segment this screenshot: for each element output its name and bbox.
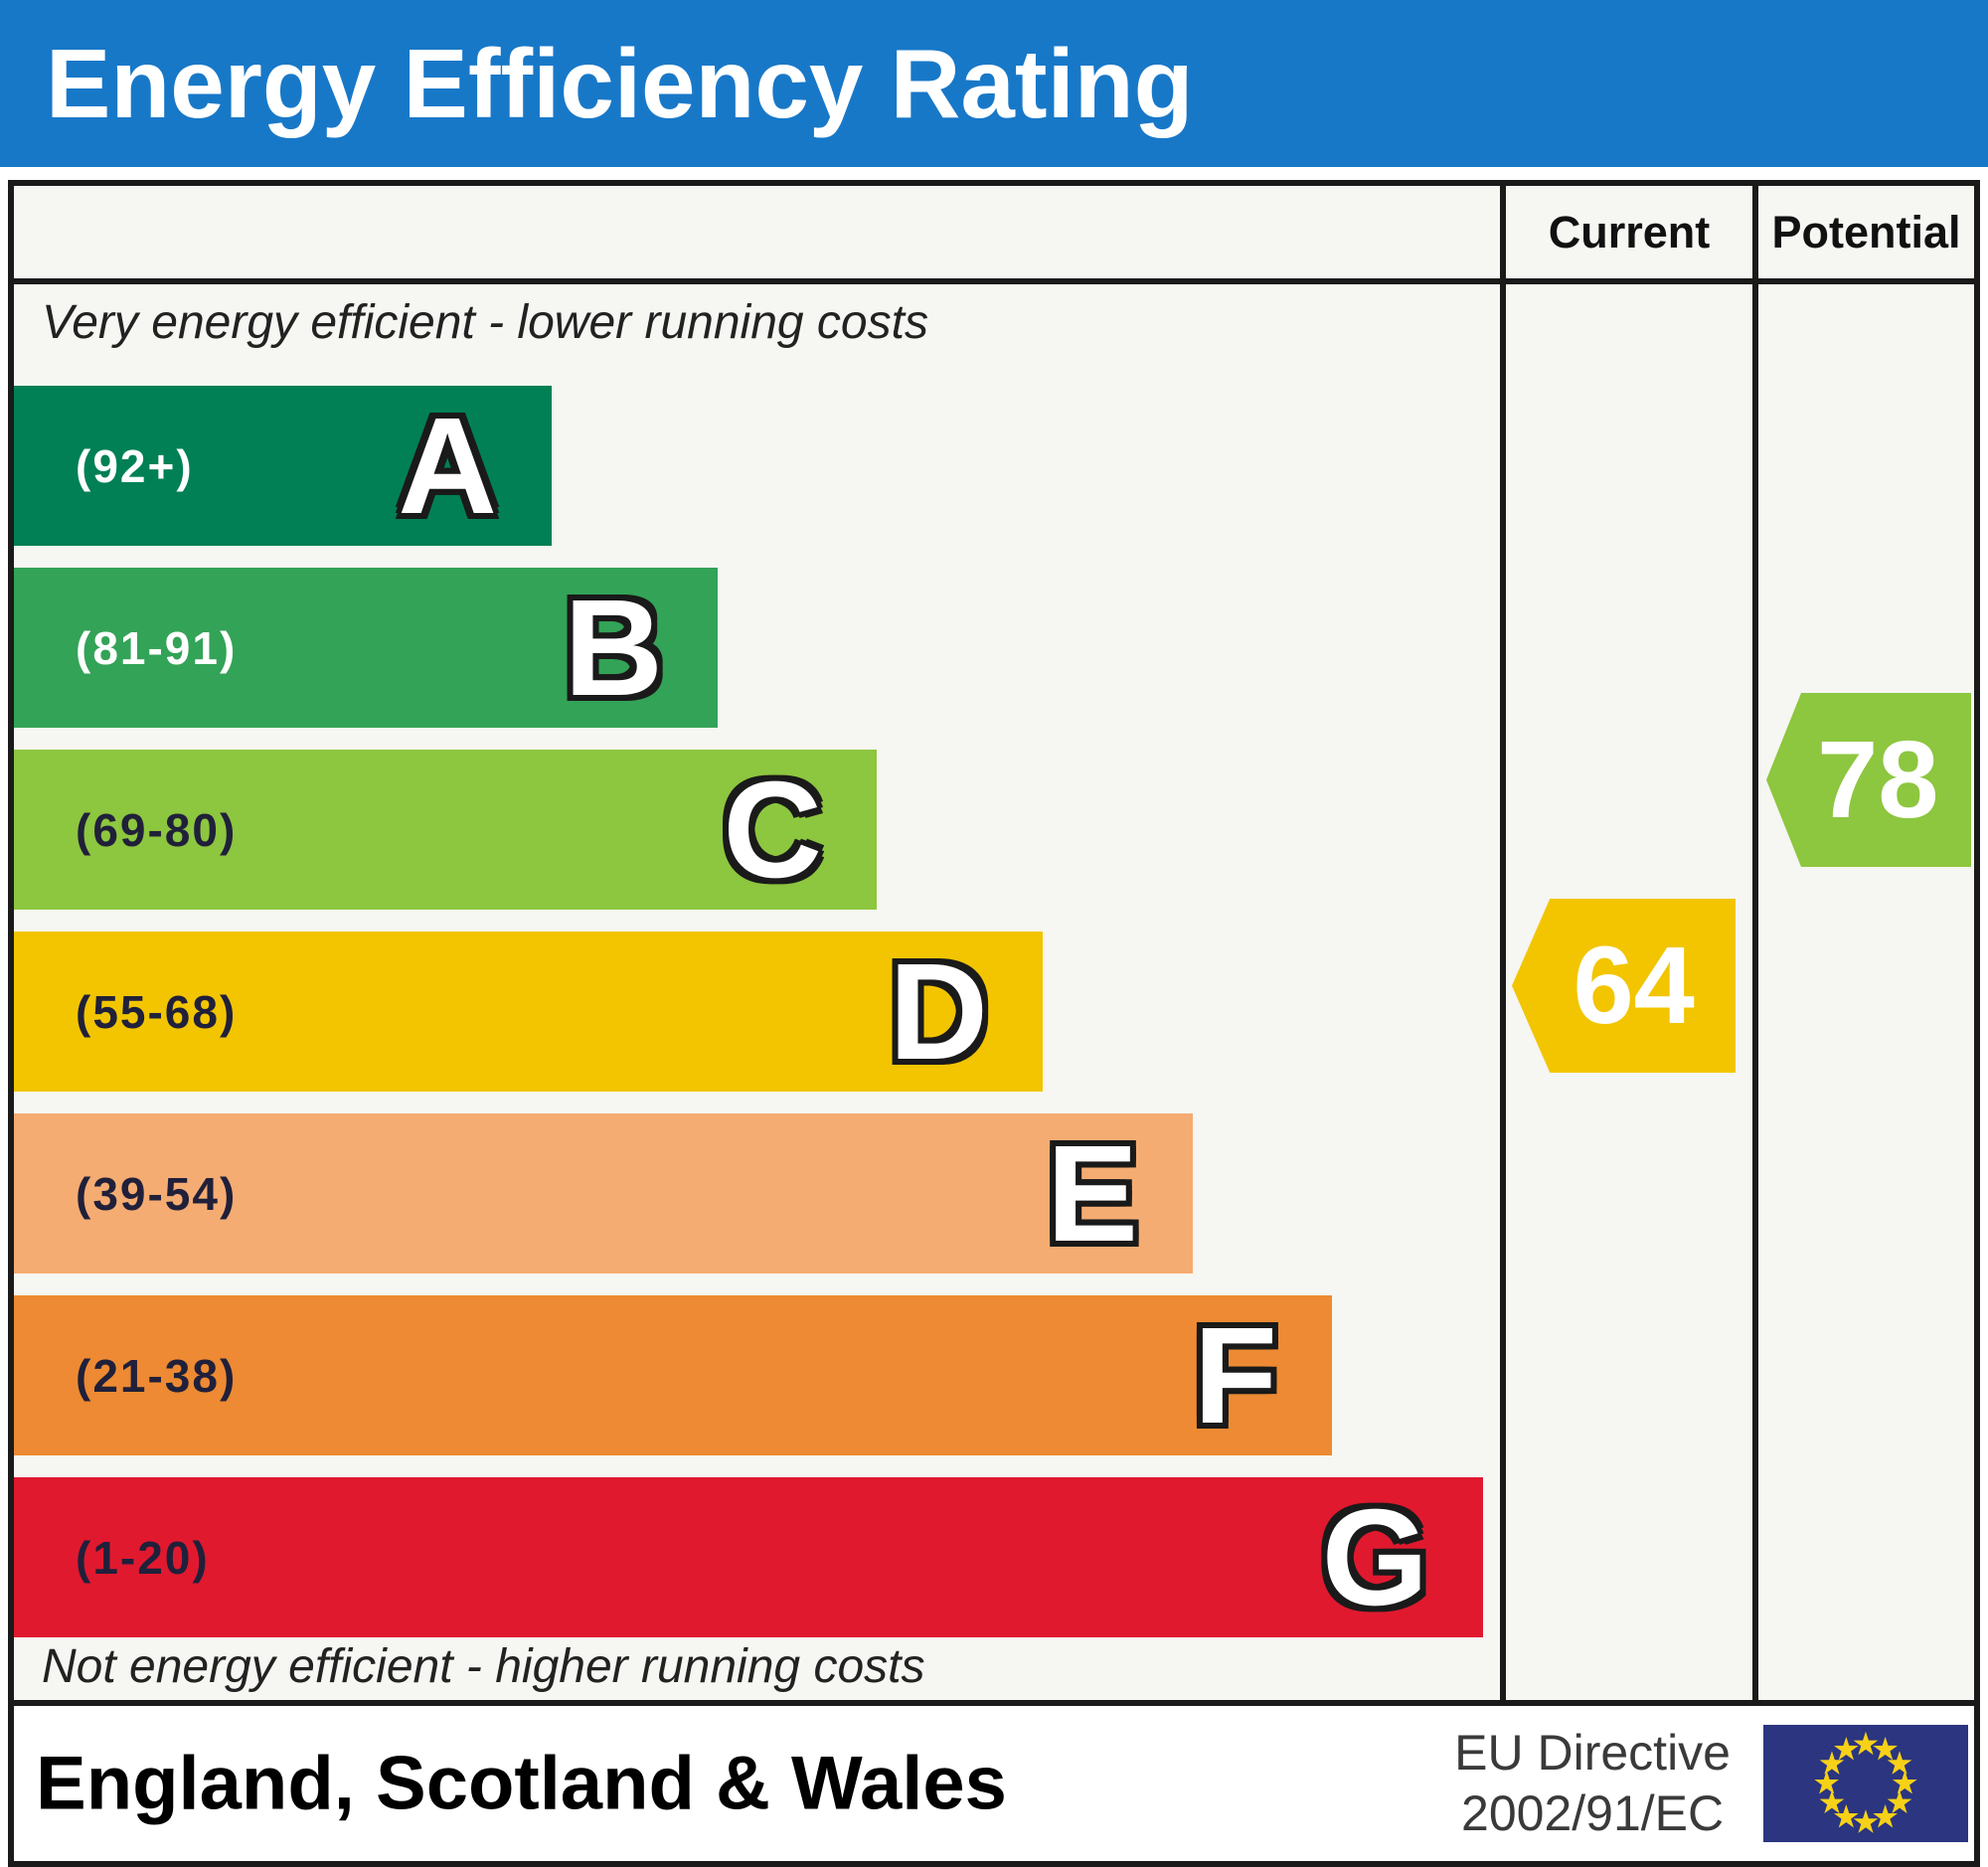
band-range: (69-80) [76,803,238,856]
eu-directive-label: EU Directive 2002/91/EC [1454,1723,1731,1844]
current-rating-value: 64 [1573,925,1695,1047]
band-row-B: (81-91) B [14,568,718,728]
band-range: (39-54) [76,1167,238,1220]
potential-column-header: Potential [1771,206,1961,257]
header-underline [14,278,1974,284]
band-range: (55-68) [76,985,238,1038]
potential-column-divider [1752,186,1758,1700]
band-letter: D [889,934,988,1089]
band-letter: A [398,389,497,543]
potential-rating-tag: 78 [1766,693,1971,867]
band-row-A: (92+) A [14,386,552,546]
title-banner: Energy Efficiency Rating [0,0,1988,167]
band-range: (81-91) [76,621,238,674]
rating-table: Current Potential Very energy efficient … [8,180,1980,1706]
page-title: Energy Efficiency Rating [46,28,1194,138]
band-range: (1-20) [76,1531,210,1584]
potential-rating-value: 78 [1817,719,1939,841]
band-letter: C [723,753,822,907]
current-rating-tag: 64 [1512,899,1736,1073]
eu-flag-icon [1763,1725,1968,1842]
band-row-G: (1-20) G [14,1477,1483,1637]
eu-directive-line1: EU Directive [1454,1725,1731,1781]
band-letter: G [1321,1480,1428,1634]
region-label: England, Scotland & Wales [36,1741,1007,1826]
band-letter: B [564,571,663,725]
footer: England, Scotland & Wales EU Directive 2… [8,1706,1980,1867]
band-letter: F [1193,1298,1277,1452]
current-column-divider [1500,186,1506,1700]
band-row-E: (39-54) E [14,1113,1193,1273]
caption-very-efficient: Very energy efficient - lower running co… [42,296,928,349]
band-row-D: (55-68) D [14,932,1043,1092]
band-range: (92+) [76,439,194,492]
band-letter: E [1046,1116,1138,1271]
caption-not-efficient: Not energy efficient - higher running co… [42,1640,925,1693]
band-row-F: (21-38) F [14,1295,1332,1455]
eu-directive-line2: 2002/91/EC [1461,1785,1725,1841]
band-range: (21-38) [76,1349,238,1402]
current-column-header: Current [1548,206,1711,257]
band-row-C: (69-80) C [14,750,877,910]
